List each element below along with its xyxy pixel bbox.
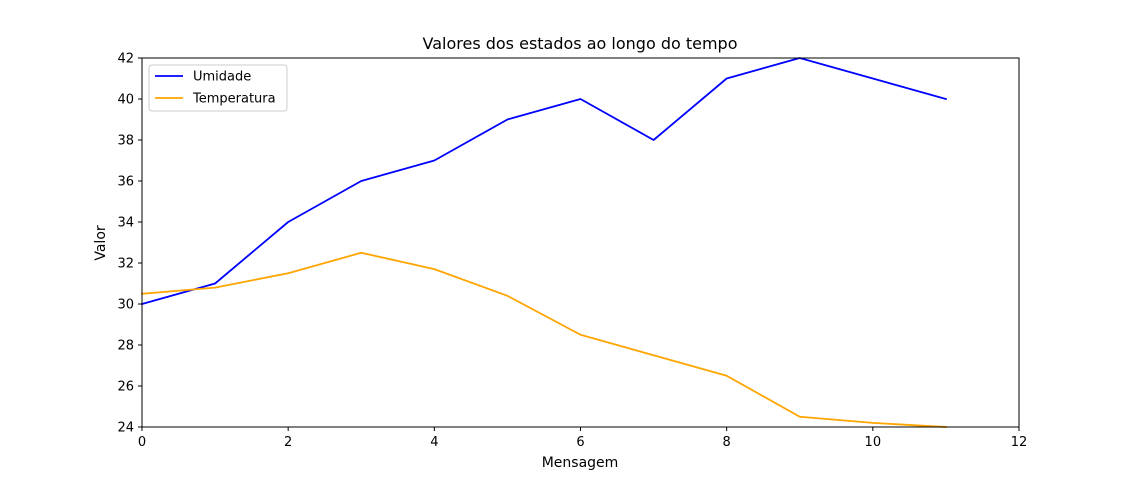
plot-area [142,58,1019,427]
y-tick-label: 36 [117,175,134,190]
x-tick-label: 0 [138,435,146,450]
x-tick-label: 6 [576,435,584,450]
legend-label-temperatura: Temperatura [192,92,276,107]
x-tick-label: 10 [865,435,882,450]
chart-title: Valores dos estados ao longo do tempo [423,34,738,53]
legend: Umidade Temperatura [148,64,288,112]
x-axis-label: Mensagem [542,455,619,471]
y-tick-label: 40 [117,93,134,108]
y-tick-label: 42 [117,52,134,67]
y-tick-label: 32 [117,257,134,272]
legend-label-umidade: Umidade [193,70,251,85]
y-tick-label: 30 [117,298,134,313]
y-tick-label: 26 [117,380,134,395]
x-tick-label: 12 [1011,435,1028,450]
plot-background [142,58,1019,427]
x-tick-label: 4 [430,435,438,450]
x-tick-label: 8 [723,435,731,450]
y-axis-label: Valor [93,225,109,261]
y-tick-label: 38 [117,134,134,149]
series-line-umidade [141,57,948,306]
legend-box [148,64,288,112]
y-tick-label: 28 [117,339,134,354]
series-layer [141,57,948,428]
series-line-temperatura [141,251,947,428]
x-tick-label: 2 [284,435,292,450]
y-tick-label: 24 [117,421,134,436]
y-tick-label: 34 [117,216,134,231]
